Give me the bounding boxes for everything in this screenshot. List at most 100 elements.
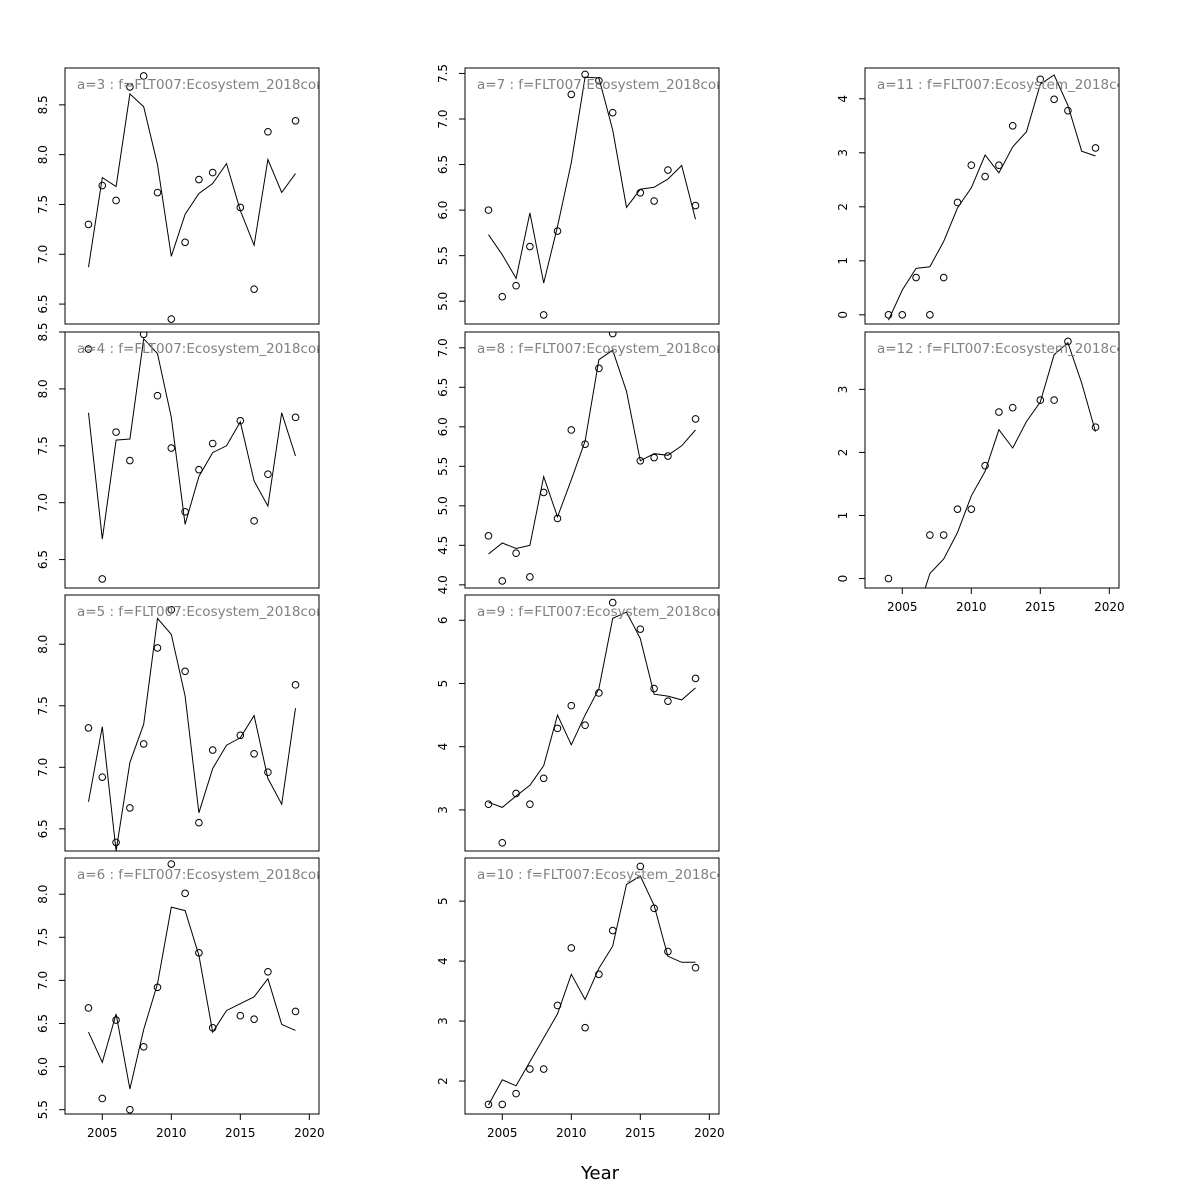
observed-point — [884, 574, 893, 583]
panel-frame — [64, 67, 320, 325]
panel-title: a=9 : f=FLT007:Ecosystem_2018cor — [477, 604, 722, 620]
fitted-line — [488, 875, 696, 1106]
fitted-line — [488, 76, 696, 284]
panel-frame — [464, 857, 720, 1115]
observed-point — [1050, 396, 1058, 404]
observed-point — [636, 456, 645, 465]
observed-point — [567, 701, 576, 710]
observed-point — [291, 681, 300, 689]
y-tick-label: 3 — [436, 806, 450, 814]
y-tick-label: 5.0 — [436, 496, 450, 515]
observed-point — [595, 364, 603, 373]
observed-point — [84, 1004, 93, 1012]
observed-point — [581, 440, 589, 448]
fitted-line — [924, 341, 1096, 588]
panel-title: a=10 : f=FLT007:Ecosystem_2018cor — [477, 867, 731, 883]
observed-point — [539, 311, 548, 319]
y-tick-label: 4 — [836, 95, 850, 103]
observed-point — [608, 926, 617, 935]
observed-point — [664, 166, 672, 174]
observed-point — [512, 549, 520, 558]
observed-point — [967, 505, 976, 513]
observed-point — [1036, 75, 1045, 84]
observed-point — [512, 1089, 520, 1098]
panel-frame — [64, 331, 320, 589]
observed-point — [650, 904, 658, 913]
observed-point — [84, 345, 93, 353]
observed-point — [236, 203, 245, 212]
observed-point — [539, 488, 548, 497]
observed-point — [98, 575, 107, 583]
observed-point — [691, 963, 700, 972]
observed-point — [995, 408, 1003, 416]
observed-point — [512, 789, 520, 798]
y-tick-label: 6.0 — [436, 201, 450, 220]
observed-point — [581, 1023, 589, 1032]
observed-point — [636, 189, 645, 197]
observed-point — [664, 452, 672, 460]
observed-point — [208, 1024, 217, 1032]
observed-point — [153, 188, 162, 197]
observed-point — [526, 800, 534, 809]
observed-point — [650, 197, 658, 205]
observed-point — [208, 746, 217, 754]
panel-frame — [464, 594, 720, 852]
panel-title: a=6 : f=FLT007:Ecosystem_2018cor — [77, 867, 322, 883]
y-tick-label: 7.5 — [36, 195, 50, 214]
observed-point — [153, 391, 162, 400]
observed-point — [953, 505, 962, 513]
observed-point — [484, 532, 493, 540]
y-tick-label: 8.0 — [36, 145, 50, 164]
observed-point — [636, 862, 645, 871]
observed-point — [912, 273, 920, 282]
observed-point — [484, 800, 493, 809]
observed-point — [250, 517, 258, 525]
observed-point — [167, 315, 176, 323]
observed-point — [236, 1011, 245, 1020]
observed-point — [139, 740, 148, 748]
panel-title: a=4 : f=FLT007:Ecosystem_2018cor — [77, 341, 322, 357]
observed-point — [498, 577, 507, 585]
observed-point — [139, 332, 148, 339]
x-tick-label: 2005 — [887, 600, 918, 614]
observed-point — [650, 453, 658, 462]
observed-point — [236, 416, 245, 425]
x-tick-label: 2010 — [156, 1126, 187, 1140]
observed-point — [539, 1065, 548, 1073]
y-tick-label: 7.0 — [36, 245, 50, 264]
panel: 6.5 7.0 7.5 8.0 8.5 a=4 : f=FLT007:Ecosystem_… — [36, 322, 322, 589]
observed-point — [691, 201, 700, 210]
y-tick-label: 6.0 — [36, 1057, 50, 1076]
y-tick-label: 4 — [436, 957, 450, 965]
x-tick-label: 2015 — [1025, 600, 1056, 614]
observed-point — [195, 175, 203, 184]
y-tick-label: 0 — [836, 311, 850, 319]
observed-point — [291, 116, 300, 125]
x-tick-label: 2015 — [625, 1126, 656, 1140]
x-tick-label: 2005 — [487, 1126, 518, 1140]
y-tick-label: 7.0 — [436, 109, 450, 128]
observed-point — [1091, 423, 1100, 432]
panel: 3 4 5 6 a=9 : f=FLT007:Ecosystem_2018cor — [436, 594, 722, 852]
panel-frame — [64, 857, 320, 1115]
y-tick-label: 7.0 — [36, 971, 50, 990]
y-tick-label: 6.5 — [436, 378, 450, 397]
y-tick-label: 7.5 — [36, 928, 50, 947]
observed-point — [567, 426, 576, 434]
observed-point — [884, 311, 893, 319]
observed-point — [126, 83, 134, 91]
y-tick-label: 6.5 — [36, 1014, 50, 1033]
fitted-line — [488, 349, 696, 555]
observed-point — [153, 644, 162, 652]
observed-point — [926, 311, 934, 319]
observed-point — [139, 72, 148, 80]
observed-point — [484, 206, 493, 214]
observed-point — [595, 689, 603, 697]
observed-point — [484, 1100, 493, 1109]
observed-point — [526, 242, 534, 251]
x-tick-label: 2020 — [1094, 600, 1125, 614]
observed-point — [181, 889, 189, 898]
observed-point — [967, 161, 976, 170]
y-tick-label: 5.0 — [436, 292, 450, 311]
panel-frame — [464, 331, 720, 589]
